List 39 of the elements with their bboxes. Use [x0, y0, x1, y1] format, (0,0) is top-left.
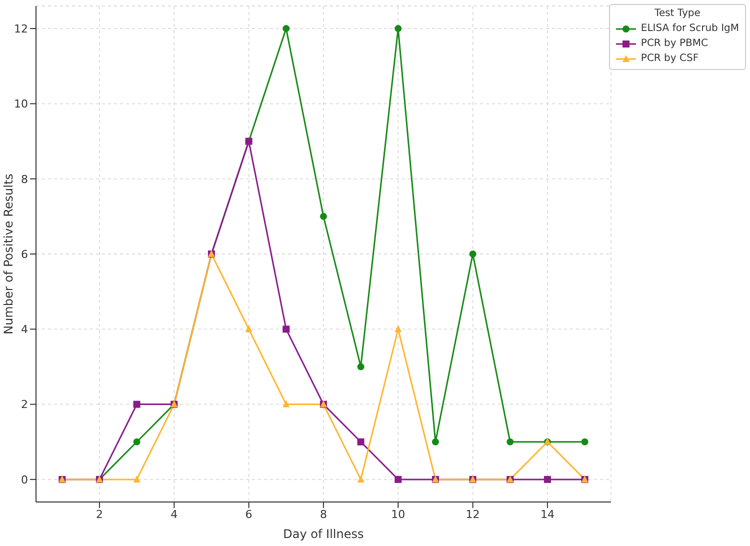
point [133, 400, 140, 408]
y-axis-title: Number of Positive Results [1, 174, 16, 334]
x-tick-label: 12 [466, 508, 480, 521]
y-tick-label: 10 [14, 98, 28, 111]
x-tick-label: 14 [540, 508, 554, 521]
point [357, 475, 364, 482]
x-tick-label: 2 [96, 508, 103, 521]
point [282, 400, 290, 408]
point [357, 438, 364, 446]
x-axis-title: Day of Illness [283, 527, 364, 541]
point [469, 250, 476, 258]
point [394, 476, 402, 483]
point [357, 363, 364, 370]
point [394, 325, 402, 332]
point [282, 326, 290, 333]
legend-label: ELISA for Scrub IgM [640, 22, 739, 36]
point [133, 438, 140, 446]
y-tick-label: 4 [21, 323, 28, 336]
legend-title: Test Type [654, 8, 702, 19]
legend-label: PCR by PBMC [640, 37, 708, 51]
x-tick-label: 4 [170, 508, 178, 521]
point [544, 476, 551, 483]
point [506, 438, 514, 446]
point [245, 325, 252, 332]
point [394, 25, 402, 32]
x-tick-label: 8 [320, 508, 327, 521]
y-tick-label: 12 [14, 22, 28, 36]
x-tick-label: 6 [245, 508, 252, 521]
point [581, 438, 588, 446]
y-tick-label: 6 [21, 248, 28, 261]
y-tick-label: 8 [21, 172, 28, 186]
legend-label: PCR by CSF [640, 52, 699, 66]
point [432, 438, 439, 446]
y-tick-label: 0 [21, 473, 28, 486]
x-tick-label: 10 [391, 508, 406, 521]
y-tick-label: 2 [21, 398, 28, 412]
point [133, 475, 140, 482]
point [320, 212, 327, 220]
point [282, 25, 290, 32]
